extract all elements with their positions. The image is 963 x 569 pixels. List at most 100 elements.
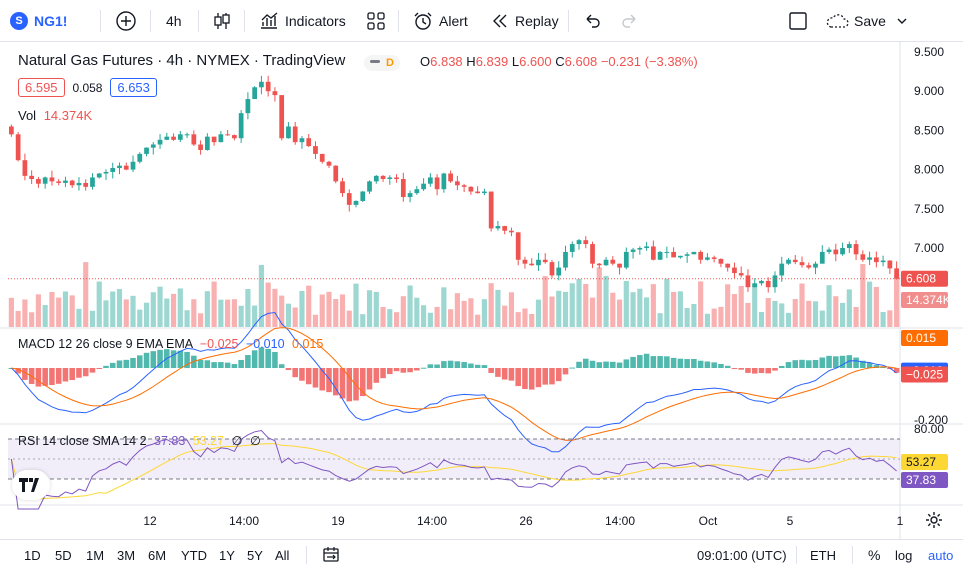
macd-histogram-bar: [630, 356, 636, 368]
tradingview-logo[interactable]: [12, 470, 50, 500]
volume-bar: [245, 288, 251, 327]
macd-histogram-bar: [508, 368, 515, 381]
candle-body: [171, 136, 176, 140]
volume-bar: [143, 302, 150, 327]
volume-bar: [481, 299, 487, 327]
date-range-button[interactable]: [322, 540, 340, 569]
symbol-name: NG1!: [34, 13, 68, 29]
candle-body: [860, 254, 866, 260]
macd-histogram-bar: [474, 364, 481, 368]
candle-body: [455, 181, 460, 186]
rsi-scale-label: 80.00: [914, 422, 944, 436]
chart-settings-button[interactable]: [924, 510, 944, 533]
candle-body: [265, 81, 271, 92]
volume-bar: [765, 298, 771, 327]
candle-body: [117, 165, 122, 169]
session-button[interactable]: ETH: [810, 547, 836, 563]
volume-bar: [198, 313, 204, 327]
candle-body: [576, 240, 582, 245]
range-ytd[interactable]: YTD: [181, 547, 207, 563]
candle-body: [630, 249, 636, 252]
bid-price[interactable]: 6.595: [18, 78, 65, 97]
range-3m[interactable]: 3M: [117, 547, 136, 563]
macd-histogram-bar: [718, 363, 724, 368]
chart-area[interactable]: 9.500 9.000 8.500 8.000 7.500 7.000 6.608 14.37…: [0, 42, 963, 539]
macd-histogram-bar: [204, 360, 211, 368]
log-scale-toggle[interactable]: log: [895, 547, 913, 563]
volume-bar: [556, 290, 562, 327]
save-button[interactable]: Save: [824, 0, 910, 42]
macd-signal-line: [11, 327, 897, 441]
undo-arrow-icon: [586, 14, 600, 28]
undo-button[interactable]: [582, 0, 602, 42]
indicators-button[interactable]: Indicators: [258, 0, 346, 42]
percent-scale-toggle[interactable]: %: [868, 547, 881, 563]
macd-scale-label: -0.200: [914, 413, 948, 427]
replay-button[interactable]: Replay: [490, 0, 559, 42]
macd-histogram-bar: [116, 360, 123, 368]
fullscreen-button[interactable]: [788, 0, 808, 42]
candle-body: [873, 257, 879, 263]
toolbar-divider: [150, 10, 151, 32]
volume-bar: [542, 276, 548, 327]
volume-bar: [779, 303, 785, 327]
volume-bar: [772, 300, 778, 327]
candle-body: [590, 244, 595, 264]
candle-body: [880, 260, 886, 263]
candle-body: [150, 144, 156, 148]
ask-price[interactable]: 6.653: [110, 78, 157, 97]
candle-body: [211, 136, 217, 143]
candle-body: [204, 136, 210, 150]
candle-body: [306, 138, 312, 147]
range-1d[interactable]: 1D: [24, 547, 41, 563]
range-5d[interactable]: 5D: [55, 547, 72, 563]
candle-body: [353, 200, 359, 205]
macd-histogram-bar: [778, 365, 785, 368]
chart-canvas[interactable]: 9.500 9.000 8.500 8.000 7.500 7.000 6.608 14.37…: [0, 42, 963, 539]
bottom-toolbar: 1D 5D 1M 3M 6M YTD 1Y 5Y All 09:01:00 (U…: [0, 539, 963, 569]
redo-button[interactable]: [620, 0, 640, 42]
market-status[interactable]: D: [364, 53, 400, 71]
range-6m[interactable]: 6M: [148, 547, 167, 563]
macd-histogram-bar: [170, 350, 177, 368]
volume-bar: [535, 299, 542, 327]
volume-bar: [704, 313, 710, 327]
range-5y[interactable]: 5Y: [247, 547, 263, 563]
alert-button[interactable]: Alert: [412, 0, 468, 42]
volume-tag: 14.374K: [906, 293, 951, 307]
candle-body: [495, 226, 501, 229]
rsi-value-tag-bg: [901, 472, 948, 488]
candle-body: [461, 185, 467, 187]
indicators-label: Indicators: [285, 13, 346, 29]
candle-body: [360, 191, 366, 201]
chart-type-button[interactable]: [212, 0, 232, 42]
symbol-search-button[interactable]: S NG1!: [10, 0, 67, 42]
macd-histogram-bar: [657, 356, 663, 368]
range-1m[interactable]: 1M: [86, 547, 105, 563]
volume-bar: [414, 297, 420, 327]
price-scale-label: 8.500: [914, 123, 944, 137]
interval-button[interactable]: 4h: [166, 13, 182, 29]
auto-scale-toggle[interactable]: auto: [928, 547, 954, 563]
layouts-button[interactable]: [366, 0, 386, 42]
timezone-clock[interactable]: 09:01:00 (UTC): [697, 547, 787, 563]
range-all[interactable]: All: [275, 547, 290, 563]
volume-bar: [867, 281, 873, 327]
volume-bar: [718, 306, 724, 327]
candle-body: [259, 81, 264, 88]
candle-body: [522, 259, 528, 264]
candle-body: [394, 177, 399, 180]
candle-body: [853, 244, 859, 255]
candle-body: [123, 165, 129, 170]
macd-histogram-bar: [103, 365, 109, 368]
candle-body: [806, 265, 812, 268]
macd-histogram-bar: [400, 368, 407, 373]
candle-body: [90, 177, 95, 187]
compare-add-button[interactable]: [115, 0, 137, 42]
macd-histogram-bar: [407, 368, 413, 373]
rsi-value: 37.83: [154, 434, 186, 448]
close-value: 6.608: [564, 54, 598, 69]
candle-body: [110, 168, 116, 172]
candle-body: [191, 134, 197, 145]
range-1y[interactable]: 1Y: [219, 547, 235, 563]
